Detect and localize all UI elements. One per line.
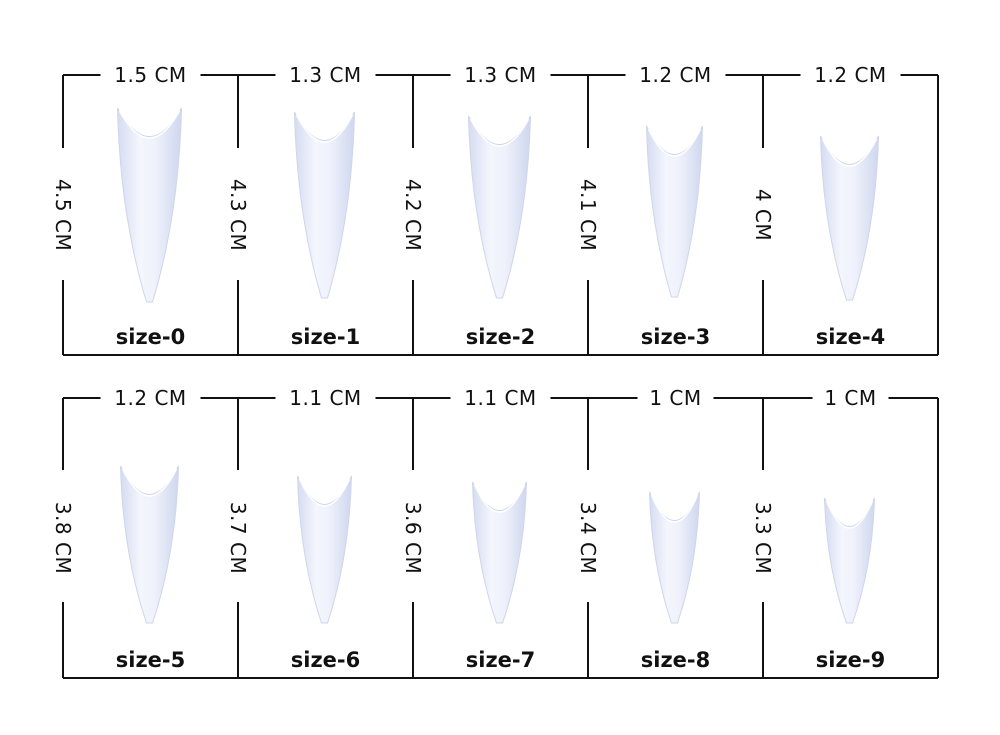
- width-label: 1.1 CM: [464, 386, 536, 410]
- width-label: 1 CM: [649, 386, 701, 410]
- size-label: size-1: [291, 325, 361, 349]
- labels: 1.5 CM 4.5 CM size-0 1.3 CM 4.3 CM size-1 1.3 …: [51, 63, 886, 672]
- nail-cuticle-edge: [821, 138, 878, 167]
- nail-tip-size-0: [117, 107, 182, 303]
- nail-tips: [117, 107, 879, 624]
- nail-cuticle-edge: [473, 484, 526, 513]
- size-label: size-0: [116, 325, 186, 349]
- length-label: 4 CM: [751, 189, 775, 241]
- length-label: 3.4 CM: [576, 502, 600, 574]
- nail-cuticle-edge: [469, 118, 530, 147]
- size-label: size-2: [466, 325, 536, 349]
- length-label: 4.5 CM: [51, 179, 75, 251]
- nail-tip-size-8: [649, 491, 700, 624]
- nail-tip-size-9: [824, 497, 875, 624]
- nail-cuticle-edge: [298, 478, 351, 507]
- length-label: 4.3 CM: [226, 179, 250, 251]
- nail-cuticle-edge: [295, 114, 354, 143]
- size-label: size-4: [816, 325, 886, 349]
- nail-tip-size-7: [472, 481, 527, 624]
- nail-cuticle-edge: [647, 128, 702, 157]
- nail-cuticle-edge: [650, 494, 699, 523]
- size-label: size-7: [466, 648, 536, 672]
- width-label: 1.1 CM: [289, 386, 361, 410]
- width-label: 1.2 CM: [639, 63, 711, 87]
- length-label: 4.1 CM: [576, 179, 600, 251]
- width-label: 1.3 CM: [464, 63, 536, 87]
- nail-tip-size-3: [646, 125, 703, 298]
- length-label: 4.2 CM: [401, 179, 425, 251]
- size-label: size-9: [816, 648, 886, 672]
- width-label: 1.2 CM: [114, 386, 186, 410]
- nail-tip-size-4: [820, 135, 879, 301]
- size-label: size-6: [291, 648, 361, 672]
- length-label: 3.3 CM: [751, 502, 775, 574]
- width-label: 1.3 CM: [289, 63, 361, 87]
- size-label: size-3: [641, 325, 711, 349]
- nail-tip-size-2: [468, 115, 531, 299]
- nail-tip-size-1: [294, 111, 355, 299]
- grid-lines: [62, 74, 939, 679]
- width-label: 1 CM: [824, 386, 876, 410]
- width-label: 1.2 CM: [814, 63, 886, 87]
- nail-tip-size-6: [297, 475, 352, 624]
- nail-cuticle-edge: [118, 110, 181, 139]
- length-label: 3.8 CM: [51, 502, 75, 574]
- length-label: 3.6 CM: [401, 502, 425, 574]
- length-label: 3.7 CM: [226, 502, 250, 574]
- size-label: size-8: [641, 648, 711, 672]
- nail-tip-size-5: [120, 465, 179, 624]
- size-label: size-5: [116, 648, 186, 672]
- nail-cuticle-edge: [121, 468, 178, 497]
- width-label: 1.5 CM: [114, 63, 186, 87]
- nail-cuticle-edge: [825, 500, 874, 529]
